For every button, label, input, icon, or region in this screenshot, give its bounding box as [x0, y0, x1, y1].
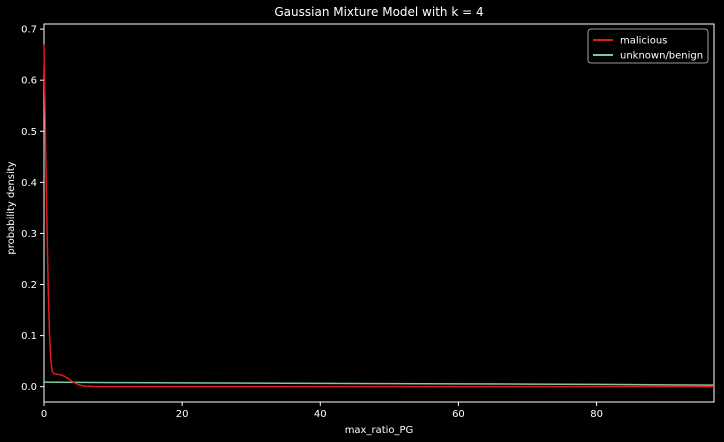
y-tick-label: 0.4 [21, 178, 37, 189]
y-tick-label: 0.5 [21, 127, 37, 138]
plot-area [43, 23, 715, 403]
y-tick-label: 0.7 [21, 25, 37, 36]
y-tick-label: 0.0 [21, 382, 37, 393]
series-line-malicious [43, 44, 714, 388]
x-tick-label: 60 [452, 409, 465, 420]
legend: malicious unknown/benign [587, 28, 709, 64]
series-line-unknown-benign [43, 381, 715, 386]
y-tick-label: 0.1 [21, 331, 37, 342]
y-axis-label: probability density [6, 161, 17, 254]
x-tick-label: 0 [41, 409, 47, 420]
legend-box [587, 28, 709, 64]
y-tick-label: 0.3 [21, 229, 37, 240]
y-tick-label: 0.6 [21, 76, 37, 87]
x-tick-label: 40 [314, 409, 327, 420]
chart-title: Gaussian Mixture Model with k = 4 [274, 5, 483, 19]
series-lines [43, 44, 715, 388]
y-tick-label: 0.2 [21, 280, 37, 291]
y-axis: 0.0 0.1 0.2 0.3 0.4 0.5 0.6 0.7 [21, 25, 44, 393]
legend-label: unknown/benign [620, 51, 703, 62]
x-axis: 0 20 40 60 80 [41, 402, 603, 420]
x-tick-label: 80 [590, 409, 603, 420]
x-axis-label: max_ratio_PG [345, 425, 414, 436]
legend-label: malicious [620, 36, 667, 47]
axes-frame [43, 23, 715, 403]
x-tick-label: 20 [176, 409, 189, 420]
